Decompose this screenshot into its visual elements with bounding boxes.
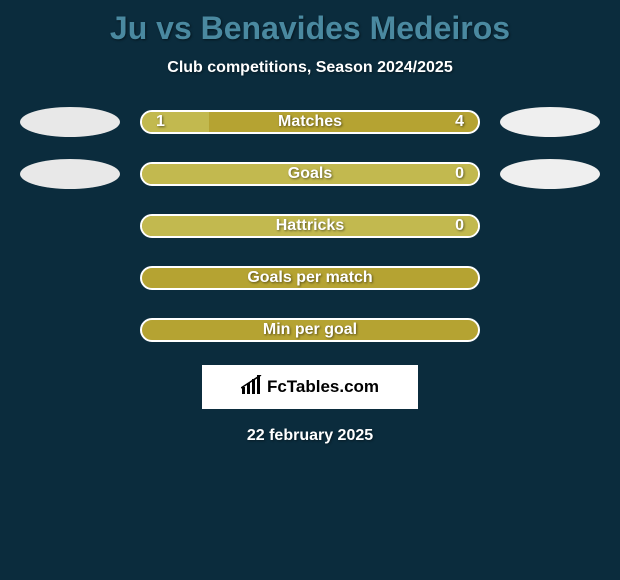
stat-row: Hattricks 0	[20, 211, 600, 241]
stat-label: Goals	[288, 165, 332, 183]
stat-value-left: 1	[156, 113, 165, 131]
stat-bar: Min per goal	[140, 318, 480, 342]
stat-bar: Goals 0	[140, 162, 480, 186]
logo-box: FcTables.com	[202, 365, 418, 409]
chart-icon	[241, 375, 263, 400]
stat-label: Min per goal	[263, 321, 357, 339]
stat-row: 1 Matches 4	[20, 107, 600, 137]
infographic-container: Ju vs Benavides Medeiros Club competitio…	[0, 0, 620, 580]
ellipse-placeholder	[20, 211, 120, 241]
left-ellipse-icon	[20, 159, 120, 189]
left-ellipse-icon	[20, 107, 120, 137]
stat-row: Goals per match	[20, 263, 600, 293]
stat-bar-fill	[142, 112, 209, 132]
stat-bar: Hattricks 0	[140, 214, 480, 238]
stat-bar: Goals per match	[140, 266, 480, 290]
logo-text: FcTables.com	[267, 377, 379, 397]
stat-bar: 1 Matches 4	[140, 110, 480, 134]
page-title: Ju vs Benavides Medeiros	[0, 0, 620, 47]
subtitle: Club competitions, Season 2024/2025	[0, 59, 620, 77]
ellipse-placeholder	[20, 315, 120, 345]
stat-value-right: 0	[455, 165, 464, 183]
ellipse-placeholder	[500, 211, 600, 241]
stat-label: Goals per match	[247, 269, 372, 287]
right-ellipse-icon	[500, 159, 600, 189]
footer-date: 22 february 2025	[0, 427, 620, 445]
stat-label: Hattricks	[276, 217, 344, 235]
stats-list: 1 Matches 4 Goals 0 Hattricks 0 Goals per match…	[0, 107, 620, 345]
stat-value-right: 4	[455, 113, 464, 131]
stat-row: Min per goal	[20, 315, 600, 345]
stat-label: Matches	[278, 113, 342, 131]
ellipse-placeholder	[500, 315, 600, 345]
right-ellipse-icon	[500, 107, 600, 137]
ellipse-placeholder	[500, 263, 600, 293]
ellipse-placeholder	[20, 263, 120, 293]
stat-row: Goals 0	[20, 159, 600, 189]
stat-value-right: 0	[455, 217, 464, 235]
